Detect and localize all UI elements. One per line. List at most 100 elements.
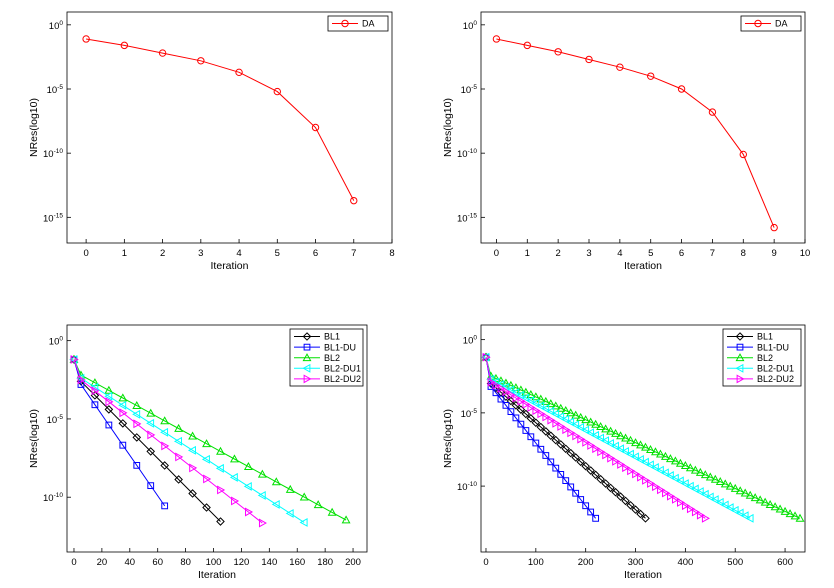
legend-label: BL1 <box>324 332 340 342</box>
y-tick-label: 10-10 <box>43 492 63 504</box>
data-point <box>511 388 520 398</box>
data-point <box>350 196 358 205</box>
series-bl1 <box>69 355 225 526</box>
data-point <box>175 452 184 462</box>
data-point <box>119 441 127 449</box>
data-point <box>229 454 239 463</box>
data-point <box>552 418 561 428</box>
series-line <box>73 359 263 524</box>
x-tick-label: 8 <box>741 248 746 259</box>
data-point <box>497 395 505 403</box>
series-line <box>86 38 355 201</box>
data-point <box>675 458 685 467</box>
data-point <box>561 405 571 415</box>
data-point <box>70 354 79 364</box>
data-point <box>592 444 601 454</box>
data-point <box>202 439 211 448</box>
legend-label: BL2-DU2 <box>757 374 794 384</box>
legend-label: BL2-DU2 <box>324 374 361 384</box>
axes-frame <box>480 11 806 244</box>
data-point <box>651 447 660 456</box>
chart-panel-2: 0 1 2 3 4 5 6 7 8 9 10 100 10-5 10-10 10-15 Iteration NR… <box>442 11 810 272</box>
x-axis-title: Iteration <box>211 260 249 272</box>
data-point <box>795 513 805 522</box>
data-point <box>566 408 576 417</box>
data-point <box>642 475 651 485</box>
y-tick-label: 100 <box>463 335 478 347</box>
data-point <box>670 473 679 483</box>
data-point <box>641 442 650 451</box>
data-point <box>147 430 156 440</box>
data-point <box>189 463 198 473</box>
data-point <box>546 431 556 441</box>
data-point <box>616 492 625 501</box>
legend-swatch-marker <box>303 374 312 384</box>
data-point <box>696 510 705 520</box>
data-point <box>581 425 590 435</box>
series-line <box>496 38 775 228</box>
data-point <box>606 483 615 493</box>
data-point <box>91 401 99 409</box>
data-point <box>527 403 536 412</box>
data-point <box>497 384 506 393</box>
data-point <box>506 385 515 395</box>
data-point <box>217 485 226 495</box>
data-point <box>691 507 700 517</box>
data-point <box>710 495 719 505</box>
y-tick-label: 10-10 <box>457 148 477 160</box>
data-point <box>536 422 546 432</box>
y-tick-label: 10-15 <box>43 212 63 224</box>
legend-swatch-marker <box>754 19 762 28</box>
data-point <box>118 419 128 428</box>
data-point <box>740 511 749 521</box>
data-point <box>188 431 198 440</box>
data-point <box>576 457 585 467</box>
data-point <box>612 456 621 466</box>
x-tick-label: 7 <box>710 248 715 259</box>
x-tick-label: 8 <box>389 248 394 259</box>
data-point <box>790 511 800 520</box>
legend-swatch-marker <box>302 332 312 341</box>
data-point <box>631 438 640 447</box>
data-point <box>537 409 546 419</box>
data-point <box>636 440 645 449</box>
data-point <box>547 415 556 425</box>
data-point <box>556 412 565 422</box>
data-point <box>665 471 674 480</box>
data-point <box>522 399 531 409</box>
data-point <box>82 35 90 43</box>
data-point <box>686 504 695 514</box>
data-point <box>626 500 635 510</box>
data-point <box>667 491 676 501</box>
x-tick-label: 80 <box>180 557 191 568</box>
legend-swatch-marker <box>735 353 745 362</box>
data-point <box>576 412 586 421</box>
x-tick-label: 200 <box>345 557 361 568</box>
data-point <box>745 490 755 499</box>
legend-label: BL2 <box>324 353 340 363</box>
x-tick-label: 180 <box>317 557 333 568</box>
data-point <box>660 451 670 460</box>
legend-label: BL2-DU1 <box>757 364 794 374</box>
legend: DA <box>740 15 802 32</box>
data-point <box>146 418 155 428</box>
data-point <box>507 408 515 415</box>
legend-label: BL1-DU <box>757 342 789 352</box>
series-da <box>492 35 778 232</box>
data-point <box>680 479 689 488</box>
data-point <box>650 463 659 472</box>
x-tick-label: 3 <box>198 248 203 259</box>
data-point <box>641 514 650 523</box>
data-point <box>146 408 156 417</box>
legend-swatch-marker <box>735 363 744 373</box>
data-point <box>526 396 535 406</box>
data-point <box>542 452 550 459</box>
series-bl2 <box>69 354 351 524</box>
data-point <box>285 508 294 518</box>
data-point <box>576 422 585 432</box>
y-axis-title: NRes(log10) <box>28 98 40 157</box>
x-axis-title: Iteration <box>624 260 662 272</box>
data-point <box>616 63 624 71</box>
data-point <box>660 468 669 478</box>
data-point <box>243 481 252 491</box>
